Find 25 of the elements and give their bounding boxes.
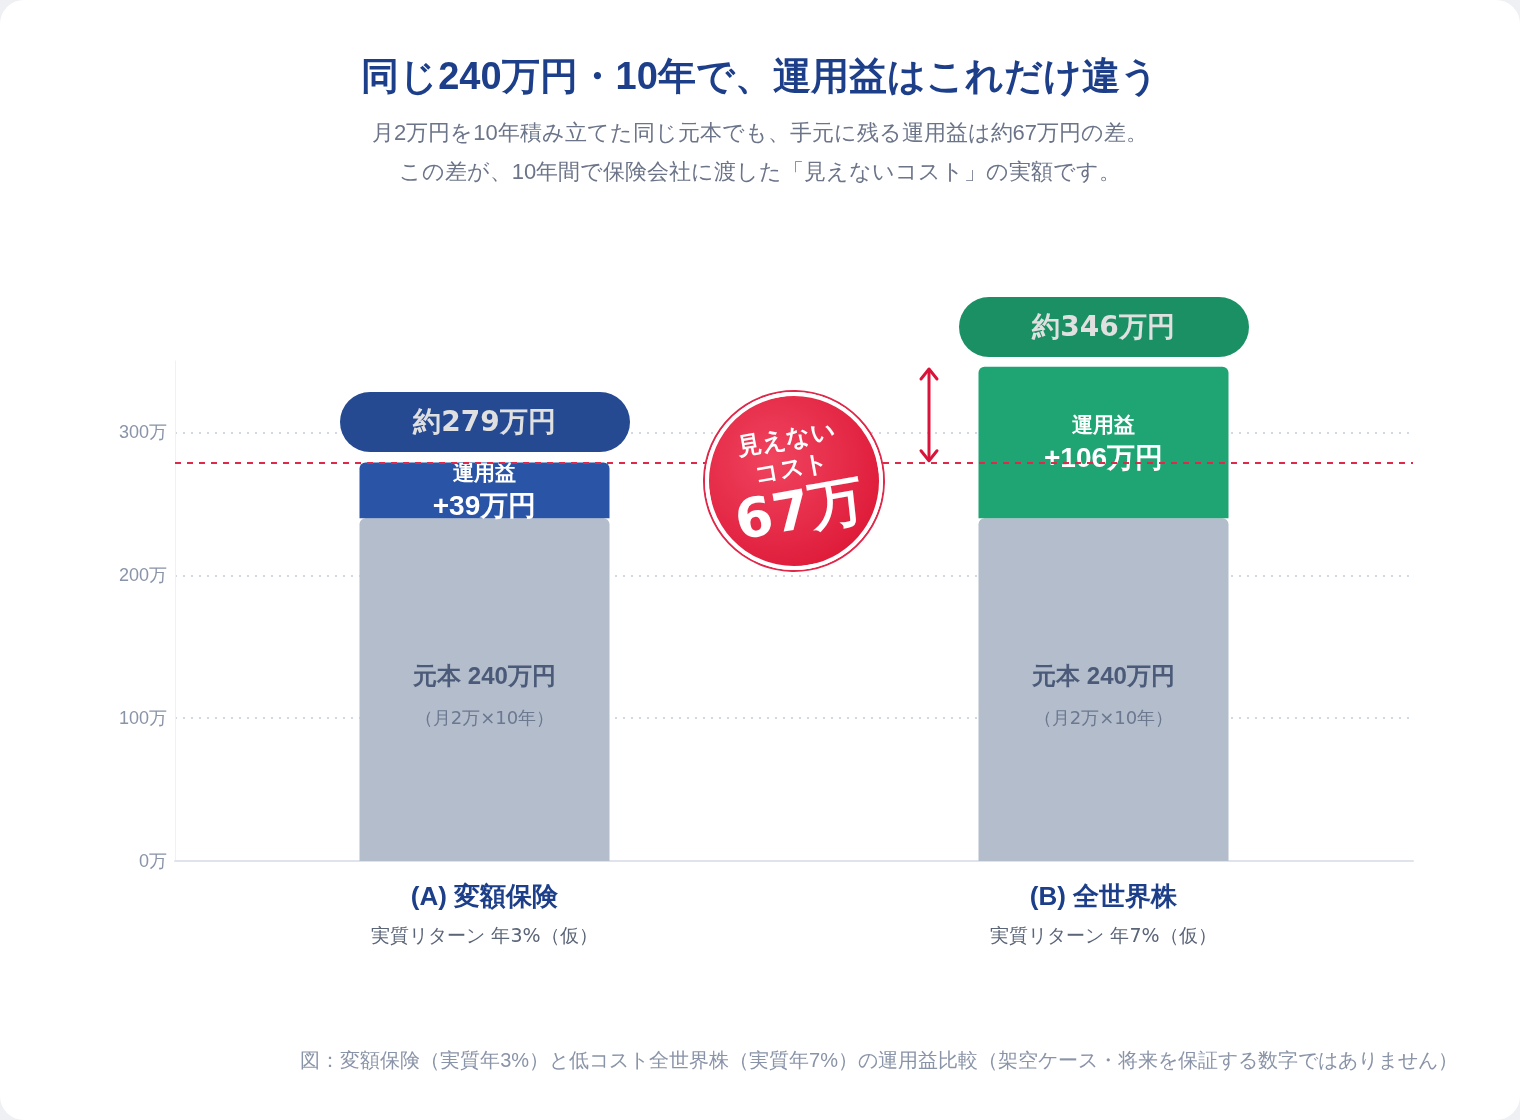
data-label: +39万円 [432,489,537,521]
bar [359,518,610,861]
text: 元本 [1032,662,1081,690]
y-tick-label: 0万 [138,851,167,871]
annotation: （月2万×10年） [413,705,556,730]
x-tick-label: (A) 変額保険 [410,881,560,911]
text: 図：変額保険（実質年3%）と低コスト全世界株（実質年7%）の運用益比較（架空ケース・将来を保証する数字ではありません） [300,1049,1458,1071]
label-pill: 約279万円 [339,392,630,453]
x-tick-label: (B) 全世界株 [1029,881,1179,911]
y-tick-label: 300万 [118,422,167,443]
data-label: 240万円 [1086,662,1175,690]
series-label: 元本 [412,662,463,690]
text: 運用益 [1072,412,1135,436]
data-label: 240万円 [467,662,556,690]
bar [978,366,1229,519]
label-pill: 約346万円 [958,296,1249,357]
chart-title: 同じ240万円・10年で、運用益はこれだけ違う [361,55,1159,97]
y-tick-label: 100万 [118,708,167,729]
text: この差が、10年間で保険会社に渡した「見えないコスト」の実額です。 [398,158,1122,184]
bar [978,518,1229,861]
chart-subtitle: 月2万円を10年積み立てた同じ元本でも、手元に残る運用益は約67万円の差。 [371,119,1149,145]
text: 実質リターン 年3%（仮） [370,923,599,948]
y-tick-label: 200万 [118,565,167,586]
annotation: （月2万×10年） [1032,705,1175,730]
text: 実質リターン 年7%（仮） [989,923,1218,948]
